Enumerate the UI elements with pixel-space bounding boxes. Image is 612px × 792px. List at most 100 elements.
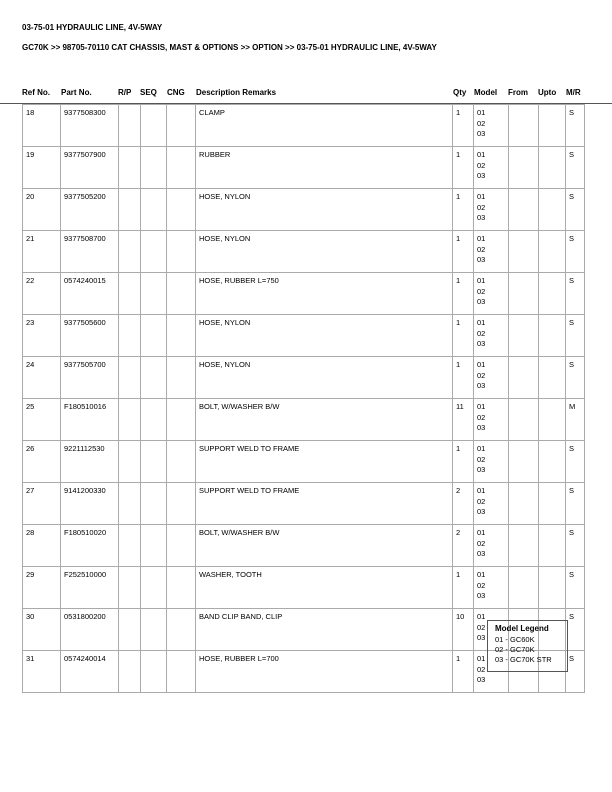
qty-cell: 1 [452, 188, 474, 231]
ref-no-cell: 21 [22, 230, 61, 273]
cng-cell [166, 104, 196, 147]
rp-cell [118, 356, 141, 399]
mr-cell: S [565, 356, 585, 399]
model-code: 03 [477, 255, 486, 264]
from-cell [508, 104, 539, 147]
cng-cell [166, 440, 196, 483]
table-row: 23 9377505600 HOSE, NYLON 1 01 02 03 S [22, 314, 585, 357]
from-cell [508, 440, 539, 483]
qty-cell: 2 [452, 524, 474, 567]
mr-cell: S [565, 482, 585, 525]
rp-cell [118, 482, 141, 525]
table-row: 21 9377508700 HOSE, NYLON 1 01 02 03 S [22, 230, 585, 273]
seq-cell [140, 230, 167, 273]
model-code: 01 [477, 612, 486, 621]
model-cell: 01 02 03 [473, 272, 509, 315]
ref-no-cell: 25 [22, 398, 61, 441]
part-no-cell: F180510016 [60, 398, 119, 441]
breadcrumb: GC70K >> 98705-70110 CAT CHASSIS, MAST &… [22, 43, 437, 52]
ref-no-cell: 23 [22, 314, 61, 357]
seq-cell [140, 440, 167, 483]
model-code: 03 [477, 507, 486, 516]
column-header: Part No. [61, 88, 92, 97]
from-cell [508, 356, 539, 399]
model-code: 03 [477, 339, 486, 348]
column-header: Upto [538, 88, 557, 97]
seq-cell [140, 104, 167, 147]
rp-cell [118, 146, 141, 189]
column-header: SEQ [140, 88, 157, 97]
part-no-cell: 0574240014 [60, 650, 119, 693]
description-cell: BOLT, W/WASHER B/W [195, 398, 453, 441]
seq-cell [140, 314, 167, 357]
ref-no-cell: 18 [22, 104, 61, 147]
table-row: 22 0574240015 HOSE, RUBBER L=750 1 01 02 03 S [22, 272, 585, 315]
part-no-cell: 9377507900 [60, 146, 119, 189]
rp-cell [118, 314, 141, 357]
table-row: 28 F180510020 BOLT, W/WASHER B/W 2 01 02 03 S [22, 524, 585, 567]
model-code: 02 [477, 160, 486, 170]
model-code: 02 [477, 496, 486, 506]
description-cell: HOSE, RUBBER L=700 [195, 650, 453, 693]
mr-cell: S [565, 272, 585, 315]
description-cell: HOSE, NYLON [195, 356, 453, 399]
legend-item: 02 - GC70K [495, 645, 535, 654]
model-cell: 01 02 03 [473, 314, 509, 357]
model-code: 03 [477, 381, 486, 390]
rp-cell [118, 650, 141, 693]
qty-cell: 1 [452, 146, 474, 189]
seq-cell [140, 650, 167, 693]
rp-cell [118, 188, 141, 231]
model-cell: 01 02 03 [473, 440, 509, 483]
part-no-cell: 0531800200 [60, 608, 119, 651]
model-cell: 01 02 03 [473, 146, 509, 189]
model-code: 01 [477, 108, 486, 117]
qty-cell: 10 [452, 608, 474, 651]
parts-table: 18 9377508300 CLAMP 1 01 02 03 S 19 9377507900 RUB… [22, 104, 585, 693]
mr-cell: S [565, 566, 585, 609]
description-cell: SUPPORT WELD TO FRAME [195, 440, 453, 483]
header-divider [0, 103, 612, 104]
upto-cell [538, 356, 566, 399]
mr-cell: S [565, 314, 585, 357]
part-no-cell: 9377508700 [60, 230, 119, 273]
qty-cell: 1 [452, 314, 474, 357]
seq-cell [140, 524, 167, 567]
column-header: Description Remarks [196, 88, 277, 97]
part-no-cell: 9141200330 [60, 482, 119, 525]
qty-cell: 1 [452, 272, 474, 315]
part-no-cell: 9377505200 [60, 188, 119, 231]
model-code: 01 [477, 444, 486, 453]
qty-cell: 1 [452, 356, 474, 399]
model-code: 02 [477, 454, 486, 464]
table-row: 27 9141200330 SUPPORT WELD TO FRAME 2 01 02 03… [22, 482, 585, 525]
model-code: 03 [477, 297, 486, 306]
description-cell: HOSE, RUBBER L=750 [195, 272, 453, 315]
seq-cell [140, 146, 167, 189]
ref-no-cell: 26 [22, 440, 61, 483]
seq-cell [140, 566, 167, 609]
from-cell [508, 398, 539, 441]
rp-cell [118, 608, 141, 651]
table-row: 18 9377508300 CLAMP 1 01 02 03 S [22, 104, 585, 147]
part-no-cell: F252510000 [60, 566, 119, 609]
model-code: 02 [477, 328, 486, 338]
seq-cell [140, 188, 167, 231]
from-cell [508, 146, 539, 189]
ref-no-cell: 29 [22, 566, 61, 609]
column-header: CNG [167, 88, 185, 97]
model-code: 01 [477, 360, 486, 369]
model-code: 03 [477, 423, 486, 432]
model-code: 01 [477, 234, 486, 243]
qty-cell: 1 [452, 230, 474, 273]
cng-cell [166, 398, 196, 441]
seq-cell [140, 272, 167, 315]
upto-cell [538, 188, 566, 231]
mr-cell: M [565, 398, 585, 441]
seq-cell [140, 356, 167, 399]
table-row: 26 9221112530 SUPPORT WELD TO FRAME 1 01 02 03… [22, 440, 585, 483]
upto-cell [538, 230, 566, 273]
table-row: 19 9377507900 RUBBER 1 01 02 03 S [22, 146, 585, 189]
cng-cell [166, 356, 196, 399]
